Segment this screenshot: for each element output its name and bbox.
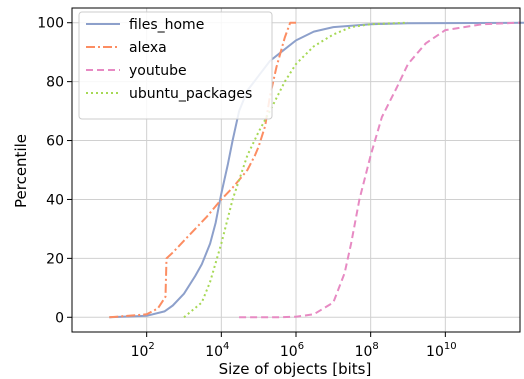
x-tick-label: 106: [280, 341, 304, 360]
legend-label-alexa: alexa: [129, 40, 167, 56]
y-axis-label: Percentile: [12, 134, 30, 208]
y-tick-label: 100: [37, 16, 64, 32]
series-layer: [109, 21, 524, 319]
x-tick-label: 102: [131, 341, 155, 360]
x-tick-label: 1010: [426, 341, 457, 360]
legend-label-youtube: youtube: [129, 63, 187, 79]
legend-label-files_home: files_home: [129, 17, 204, 33]
series-line-ubuntu_packages: [183, 21, 409, 319]
series-line-youtube: [239, 21, 521, 319]
y-tick-label: 0: [55, 310, 64, 326]
series-line-alexa: [109, 21, 296, 319]
y-tick-label: 80: [46, 75, 64, 91]
x-tick-label: 104: [205, 341, 229, 360]
series-line-files_home: [109, 21, 524, 319]
legend-box: [78, 11, 273, 120]
ticks: 0 20 40 60 80 100 102 104 106 108 1010: [37, 16, 456, 360]
x-axis-label: Size of objects [bits]: [219, 360, 372, 378]
y-tick-label: 40: [46, 192, 64, 208]
y-tick-label: 20: [46, 251, 64, 267]
x-tick-label: 108: [355, 341, 379, 360]
legend-label-ubuntu_packages: ubuntu_packages: [129, 86, 252, 102]
y-tick-label: 60: [46, 134, 64, 150]
